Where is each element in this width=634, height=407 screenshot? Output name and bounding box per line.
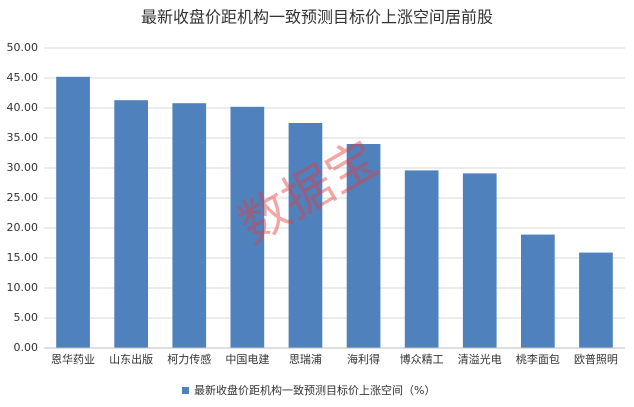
legend-swatch [182,387,189,394]
bar [346,144,381,348]
chart-title: 最新收盘价距机构一致预测目标价上涨空间居前股 [141,8,493,27]
y-tick-label: 35.00 [7,131,39,144]
bar [462,173,497,348]
bar [230,106,265,348]
x-tick-label: 桃李面包 [516,352,560,366]
x-tick-label: 山东出版 [109,352,153,366]
bar [579,252,613,348]
x-tick-label: 柯力传感 [167,353,211,366]
bar [172,103,207,348]
y-tick-label: 25.00 [7,191,39,204]
y-tick-label: 50.00 [7,41,39,54]
bar [114,100,148,348]
bar [288,123,323,348]
y-tick-label: 15.00 [7,251,39,264]
bar [521,234,555,348]
y-tick-label: 20.00 [7,221,39,234]
legend-label: 最新收盘价距机构一致预测目标价上涨空间（%） [194,383,435,397]
x-tick-label: 恩华药业 [51,352,95,366]
x-tick-label: 欧普照明 [574,352,618,366]
bar [56,76,90,349]
bar [404,170,439,348]
y-tick-label: 0.00 [14,341,39,354]
y-tick-label: 40.00 [7,101,39,114]
x-tick-label: 清溢光电 [458,352,502,366]
x-tick-label: 海利得 [347,352,380,366]
x-tick-label: 思瑞浦 [289,352,322,366]
y-tick-label: 45.00 [7,71,39,84]
y-tick-label: 5.00 [14,311,39,324]
x-tick-label: 博众精工 [400,353,444,366]
x-tick-label: 中国电建 [225,352,269,366]
y-tick-label: 10.00 [7,281,39,294]
y-tick-label: 30.00 [7,161,39,174]
